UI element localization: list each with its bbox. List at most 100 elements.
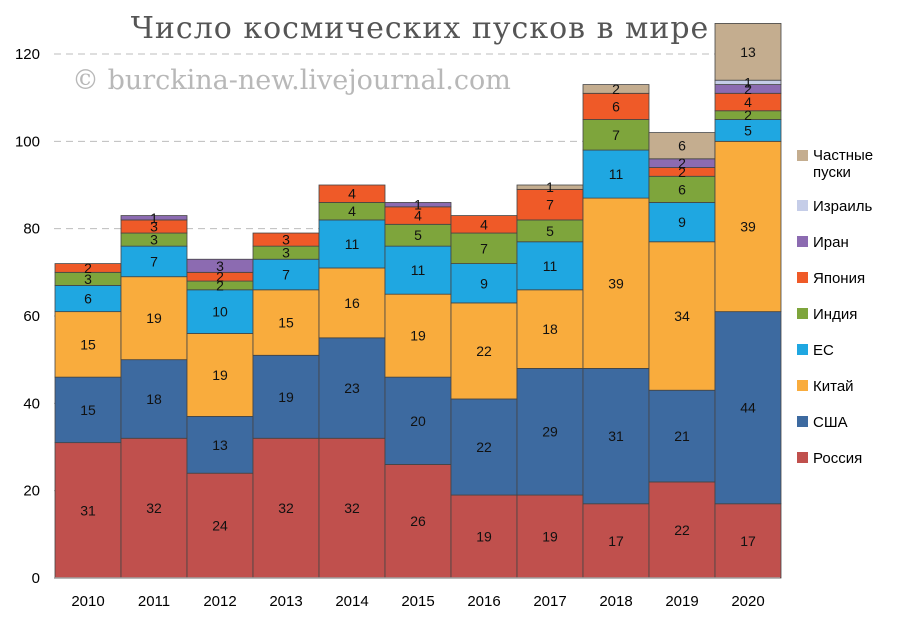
- data-label: 16: [344, 295, 360, 311]
- x-tick-label: 2011: [138, 593, 170, 610]
- data-label: 2: [744, 107, 752, 123]
- x-tick-label: 2020: [731, 593, 764, 610]
- y-tick-label: 40: [23, 395, 40, 412]
- data-label: 2: [216, 269, 224, 285]
- bar-segment: [450, 494, 518, 579]
- data-label: 3: [84, 271, 92, 287]
- bar-segment: [120, 276, 188, 361]
- legend-label: Частные пуски: [813, 147, 873, 181]
- data-label: 39: [608, 275, 624, 291]
- data-label: 13: [212, 437, 228, 453]
- data-label: 7: [612, 127, 620, 143]
- legend-label: Япония: [813, 270, 865, 287]
- data-label: 22: [674, 522, 690, 538]
- data-label: 21: [674, 428, 690, 444]
- bars: [54, 23, 782, 579]
- x-tick-label: 2019: [665, 593, 698, 610]
- data-label: 6: [612, 98, 620, 114]
- data-label: 2: [612, 81, 620, 97]
- data-label: 18: [146, 391, 162, 407]
- data-label: 19: [278, 389, 294, 405]
- bar-segment: [384, 293, 452, 378]
- data-label: 6: [678, 138, 686, 154]
- bar-segment: [186, 289, 254, 334]
- data-label: 7: [150, 253, 158, 269]
- legend-label: Россия: [813, 450, 862, 467]
- data-label: 10: [212, 304, 228, 320]
- data-label: 17: [740, 533, 756, 549]
- data-label: 19: [542, 529, 558, 545]
- bar-segment: [648, 202, 716, 243]
- data-label: 39: [740, 218, 756, 234]
- bar-segment: [648, 481, 716, 579]
- bar-segment: [120, 215, 188, 221]
- bar-segment: [186, 472, 254, 579]
- data-label: 7: [282, 267, 290, 283]
- x-tick-label: 2018: [599, 593, 632, 610]
- data-label: 5: [546, 223, 554, 239]
- bar-segment: [648, 132, 716, 160]
- data-label: 2: [84, 260, 92, 276]
- data-label: 15: [80, 336, 96, 352]
- data-label: 23: [344, 380, 360, 396]
- data-label: 19: [146, 310, 162, 326]
- data-label: 3: [282, 245, 290, 261]
- data-label: 32: [344, 500, 360, 516]
- data-label: 4: [348, 186, 356, 202]
- bar-segment: [252, 437, 320, 579]
- data-label: 7: [546, 197, 554, 213]
- bar-segment: [516, 289, 584, 369]
- legend: Частные пуски Израиль Иран Япония Индия ЕС Кита…: [797, 147, 873, 467]
- data-label: 34: [674, 308, 690, 324]
- legend-swatch: [797, 236, 808, 247]
- data-label: 24: [212, 518, 228, 534]
- data-label: 20: [410, 413, 426, 429]
- data-label: 15: [278, 315, 294, 331]
- data-label: 32: [278, 500, 294, 516]
- legend-label: США: [813, 414, 848, 431]
- data-label: 13: [740, 44, 756, 60]
- data-label: 6: [678, 181, 686, 197]
- y-tick-label: 20: [23, 483, 40, 500]
- bar-segment: [318, 219, 386, 269]
- bar-segment: [120, 359, 188, 439]
- data-label: 19: [476, 529, 492, 545]
- data-label: 31: [608, 428, 624, 444]
- bar-segment: [648, 389, 716, 483]
- bar-segment: [450, 263, 518, 304]
- data-label: 3: [150, 232, 158, 248]
- x-tick-label: 2016: [467, 593, 500, 610]
- data-label: 17: [608, 533, 624, 549]
- data-label: 29: [542, 424, 558, 440]
- watermark: © burckina-new.livejournal.com: [72, 65, 511, 96]
- data-label: 3: [282, 232, 290, 248]
- data-label: 11: [543, 258, 558, 274]
- data-label: 1: [546, 179, 554, 195]
- data-label: 22: [476, 343, 492, 359]
- bar-segment: [384, 202, 452, 208]
- data-label: 26: [410, 513, 426, 529]
- bar-segment: [516, 494, 584, 579]
- x-tick-label: 2015: [401, 593, 434, 610]
- bar-segment: [318, 337, 386, 439]
- data-label: 2: [678, 164, 686, 180]
- legend-swatch: [797, 308, 808, 319]
- bar-segment: [318, 184, 386, 203]
- x-tick-label: 2013: [269, 593, 302, 610]
- x-tick-label: 2010: [71, 593, 104, 610]
- data-label: 2: [744, 81, 752, 97]
- legend-swatch: [797, 272, 808, 283]
- legend-label: Израиль: [813, 198, 872, 215]
- bar-segment: [384, 464, 452, 579]
- y-tick-label: 120: [15, 46, 40, 63]
- legend-label: Китай: [813, 378, 854, 395]
- bar-segment: [582, 367, 650, 505]
- legend-label: Иран: [813, 234, 849, 251]
- bar-segment: [252, 289, 320, 356]
- bar-segment: [186, 333, 254, 417]
- data-label: 31: [80, 502, 96, 518]
- legend-label: ЕС: [813, 342, 834, 359]
- bar-segment: [582, 84, 650, 94]
